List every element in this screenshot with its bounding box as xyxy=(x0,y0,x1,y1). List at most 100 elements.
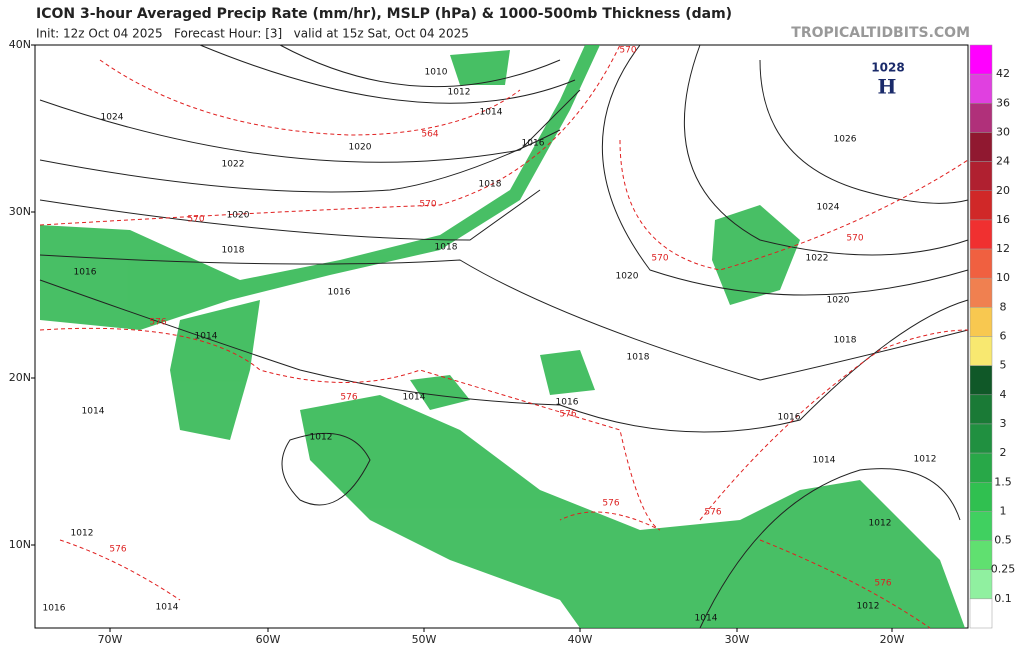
colorbar-label: 0.1 xyxy=(994,592,1012,605)
thickness-label: 570 xyxy=(419,200,436,210)
isobar-label: 1012 xyxy=(869,519,892,529)
colorbar-label: 36 xyxy=(996,96,1010,109)
lon-label: 50W xyxy=(412,633,437,646)
isobar-label: 1012 xyxy=(914,455,937,465)
isobar-label: 1018 xyxy=(627,353,650,363)
colorbar: 42 36 30 24 20 16 12 10 8 6 5 4 3 2 1.5 1 0.5 0.25 0.1 xyxy=(969,44,1016,629)
isobar-label: 1026 xyxy=(834,135,857,145)
site-name: TROPICALTIDBITS.COM xyxy=(791,25,970,41)
colorbar-segment xyxy=(969,132,993,162)
isobar-label: 1014 xyxy=(403,393,426,403)
colorbar-segment xyxy=(969,423,993,454)
thickness-label: 576 xyxy=(340,393,357,403)
lon-label: 60W xyxy=(256,633,281,646)
isobar-label: 1014 xyxy=(156,603,179,613)
colorbar-segment xyxy=(969,452,993,483)
lon-label: 30W xyxy=(725,633,750,646)
colorbar-segment xyxy=(969,598,993,629)
isobar-label: 1010 xyxy=(425,68,448,78)
map xyxy=(34,44,969,629)
isobar-label: 1020 xyxy=(349,143,372,153)
isobar-label: 1012 xyxy=(448,88,471,98)
colorbar-segment xyxy=(969,103,993,133)
thickness-label: 570 xyxy=(846,234,863,244)
init-line: Init: 12z Oct 04 2025 Forecast Hour: [3]… xyxy=(36,27,469,41)
lon-label: 70W xyxy=(98,633,123,646)
colorbar-label: 30 xyxy=(996,125,1010,138)
thickness-label: 570 xyxy=(619,46,636,56)
isobars xyxy=(39,44,969,629)
isobar-label: 1022 xyxy=(222,160,245,170)
colorbar-label: 3 xyxy=(1000,417,1007,430)
colorbar-segment xyxy=(969,569,993,600)
isobar-label: 1020 xyxy=(227,211,250,221)
colorbar-label: 8 xyxy=(1000,300,1007,313)
colorbar-label: 0.5 xyxy=(994,534,1012,547)
colorbar-segment xyxy=(969,511,993,541)
title: ICON 3-hour Averaged Precip Rate (mm/hr)… xyxy=(36,6,732,22)
isobar-label: 1016 xyxy=(522,139,545,149)
colorbar-label: 12 xyxy=(996,242,1010,255)
lat-label: 20N xyxy=(9,371,31,384)
isobar-label: 1018 xyxy=(479,180,502,190)
colorbar-segment xyxy=(969,248,993,279)
thickness-label: 576 xyxy=(704,508,721,518)
isobar-label: 1016 xyxy=(43,604,66,614)
colorbar-segment xyxy=(969,540,993,570)
colorbar-label: 0.25 xyxy=(991,563,1016,576)
isobar-label: 1024 xyxy=(817,203,840,213)
thickness xyxy=(39,44,969,629)
colorbar-segment xyxy=(969,44,993,75)
thickness-label: 570 xyxy=(651,254,668,264)
colorbar-segment xyxy=(969,365,993,396)
colorbar-segment xyxy=(969,190,993,221)
thickness-label: 564 xyxy=(421,130,438,140)
lat-label: 30N xyxy=(9,205,31,218)
colorbar-label: 16 xyxy=(996,213,1010,226)
isobar-label: 1014 xyxy=(82,407,105,417)
colorbar-segment xyxy=(969,482,993,512)
precip xyxy=(40,45,965,628)
colorbar-label: 1.5 xyxy=(994,475,1012,488)
thickness-label: 576 xyxy=(559,410,576,420)
isobar-label: 1016 xyxy=(556,398,579,408)
isobar-label: 1016 xyxy=(328,288,351,298)
colorbar-segment xyxy=(969,277,993,308)
thickness-label: 576 xyxy=(109,545,126,555)
isobar-label: 1024 xyxy=(101,113,124,123)
colorbar-label: 10 xyxy=(996,271,1010,284)
isobar-label: 1016 xyxy=(74,268,97,278)
thickness-label: 576 xyxy=(149,318,166,328)
colorbar-label: 4 xyxy=(1000,388,1007,401)
isobar-label: 1018 xyxy=(435,243,458,253)
colorbar-label: 5 xyxy=(1000,359,1007,372)
isobar-label: 1014 xyxy=(695,614,718,624)
isobar-label: 1014 xyxy=(813,456,836,466)
isobar-label: 1014 xyxy=(195,332,218,342)
lat-label: 10N xyxy=(9,538,31,551)
colorbar-label: 42 xyxy=(996,67,1010,80)
isobar-label: 1016 xyxy=(778,413,801,423)
isobar-label: 1012 xyxy=(310,433,333,443)
isobar-label: 1022 xyxy=(806,254,829,264)
isobar-label: 1020 xyxy=(616,272,639,282)
colorbar-segment xyxy=(969,307,993,337)
thickness-label: 576 xyxy=(874,579,891,589)
lon-label: 20W xyxy=(880,633,905,646)
colorbar-segment xyxy=(969,219,993,250)
lat-label: 40N xyxy=(9,38,31,51)
colorbar-label: 2 xyxy=(1000,446,1007,459)
colorbar-label: 1 xyxy=(1000,504,1007,517)
colorbar-label: 24 xyxy=(996,155,1010,168)
isobar-label: 1012 xyxy=(857,602,880,612)
colorbar-segment xyxy=(969,336,993,366)
isobar-label: 1018 xyxy=(222,246,245,256)
isobar-label: 1014 xyxy=(480,108,503,118)
thickness-label: 576 xyxy=(602,499,619,509)
colorbar-segment xyxy=(969,394,993,425)
isobar-label: 1012 xyxy=(71,529,94,539)
lon-label: 40W xyxy=(568,633,593,646)
colorbar-label: 6 xyxy=(1000,330,1007,343)
